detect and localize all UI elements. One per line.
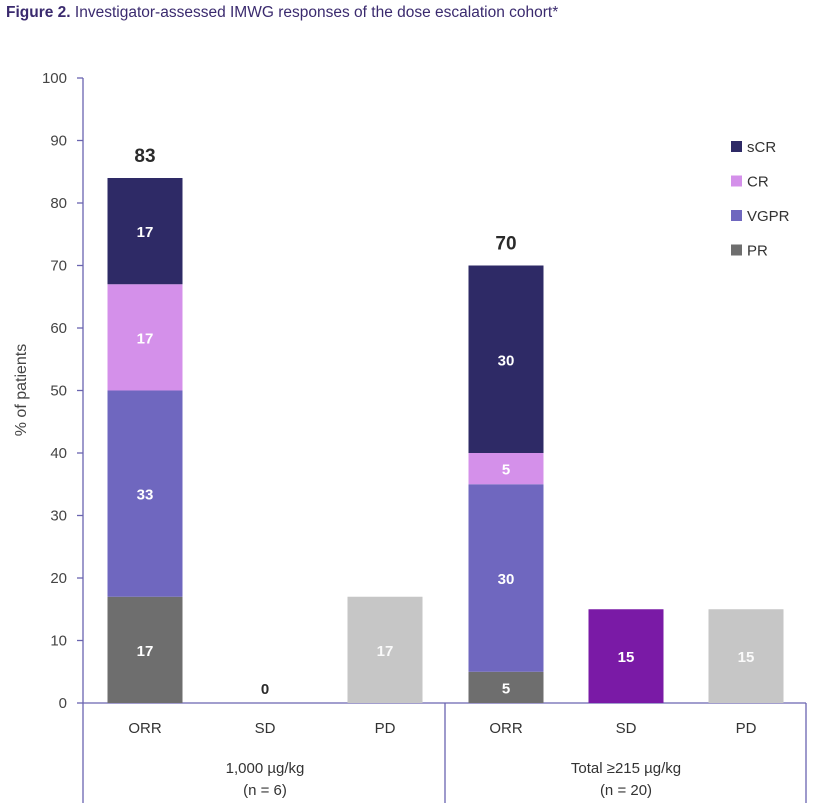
bar-segment-vgpr <box>107 390 183 597</box>
x-category-label: ORR <box>128 720 162 737</box>
y-tick-label: 0 <box>59 695 67 712</box>
bar-segment-label: 33 <box>137 487 154 504</box>
group-label: Total ≥215 µg/kg <box>571 760 681 777</box>
bar-segment-pr <box>468 671 544 703</box>
x-category-label: SD <box>616 720 637 737</box>
bar-segment-vgpr <box>468 484 544 672</box>
figure-title: Figure 2. Investigator-assessed IMWG res… <box>6 4 558 22</box>
bar-segment-scr <box>468 265 544 453</box>
legend-label: VGPR <box>747 208 790 225</box>
y-tick-label: 10 <box>50 633 67 650</box>
bar-segment-label: 15 <box>738 649 755 666</box>
bar-segment-label: 30 <box>498 352 515 369</box>
bar-segment-label: 30 <box>498 571 515 588</box>
x-category-label: ORR <box>489 720 523 737</box>
bar-segment-label: 17 <box>137 643 154 660</box>
bar-segment-label: 5 <box>502 462 510 479</box>
bar-segment-label: 5 <box>502 680 510 697</box>
figure-caption: Investigator-assessed IMWG responses of … <box>74 4 559 21</box>
bar-segment-pd <box>708 609 784 703</box>
y-tick-label: 90 <box>50 133 67 150</box>
bar-segment-pd <box>347 596 423 703</box>
bar-segment-label: 15 <box>618 649 635 666</box>
legend-swatch-scr <box>731 141 742 152</box>
x-category-label: PD <box>375 720 396 737</box>
y-tick-label: 60 <box>50 320 67 337</box>
y-tick-label: 50 <box>50 383 67 400</box>
bar-total-label: 0 <box>261 681 269 698</box>
bar-segment-cr <box>107 284 183 391</box>
bar-total-label: 70 <box>495 234 516 255</box>
legend-label: CR <box>747 174 769 191</box>
bar-segment-cr <box>468 453 544 485</box>
legend-label: PR <box>747 243 768 260</box>
group-sublabel: (n = 20) <box>600 782 652 799</box>
legend-swatch-pr <box>731 244 742 256</box>
bar-segment-label: 17 <box>137 330 154 347</box>
legend-label: sCR <box>747 139 776 156</box>
group-label: 1,000 µg/kg <box>226 760 305 777</box>
y-tick-label: 20 <box>50 570 67 587</box>
y-axis-title: % of patients <box>13 344 30 437</box>
y-tick-label: 40 <box>50 445 67 462</box>
legend-swatch-vgpr <box>731 210 742 221</box>
bar-segment-scr <box>107 178 183 285</box>
x-category-label: PD <box>736 720 757 737</box>
bar-segment-label: 17 <box>377 643 394 660</box>
bar-segment-pr <box>107 596 183 703</box>
legend-swatch-cr <box>731 175 742 187</box>
figure-label: Figure 2. <box>6 4 71 21</box>
bar-segment-sd <box>588 609 664 703</box>
bar-segment-label: 17 <box>137 224 154 241</box>
x-category-label: SD <box>255 720 276 737</box>
bar-total-label: 83 <box>134 146 155 167</box>
y-tick-label: 100 <box>42 70 67 87</box>
group-sublabel: (n = 6) <box>243 782 287 799</box>
y-tick-label: 80 <box>50 195 67 212</box>
y-tick-label: 70 <box>50 258 67 275</box>
y-tick-label: 30 <box>50 508 67 525</box>
